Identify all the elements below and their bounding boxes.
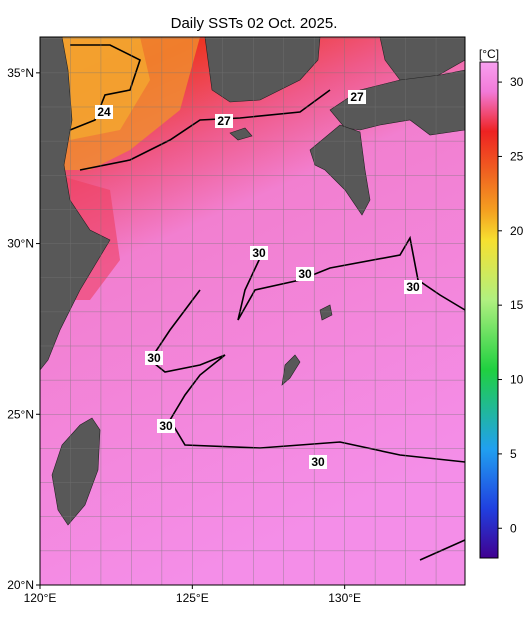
contour-label: 30 (311, 455, 325, 469)
lat-label: 30°N (7, 237, 34, 251)
contour-label: 30 (147, 351, 161, 365)
colorbar-unit: [°C] (479, 47, 499, 61)
colorbar (479, 61, 499, 559)
lat-label: 20°N (7, 578, 34, 592)
lat-label: 25°N (7, 407, 34, 421)
contour-label: 30 (159, 419, 173, 433)
cool-zone (60, 37, 150, 140)
map (40, 37, 465, 585)
colorbar-tick-label: 10 (510, 373, 524, 387)
land (40, 37, 465, 526)
colorbar-tick-label: 30 (510, 75, 524, 89)
colorbar-tick-label: 25 (510, 149, 524, 163)
colorbar-tick-label: 15 (510, 298, 524, 312)
lon-label: 120°E (24, 591, 57, 605)
colorbar-tick-label: 5 (510, 447, 517, 461)
graticule (40, 37, 465, 585)
lon-label: 130°E (328, 591, 361, 605)
colorbar-tick-label: 20 (510, 224, 524, 238)
lon-label: 125°E (176, 591, 209, 605)
contour-label: 24 (97, 105, 111, 119)
contour-label-boxes (95, 90, 422, 469)
contour-label: 30 (252, 246, 266, 260)
title: Daily SSTs 02 Oct. 2025. (171, 15, 338, 32)
lat-label: 35°N (7, 66, 34, 80)
colorbar-tick-label: 0 (510, 521, 517, 535)
map-frame (39, 36, 466, 586)
contour-label: 30 (298, 267, 312, 281)
contour-label: 30 (406, 280, 420, 294)
contour-label: 27 (350, 90, 364, 104)
contour-label: 27 (217, 114, 231, 128)
